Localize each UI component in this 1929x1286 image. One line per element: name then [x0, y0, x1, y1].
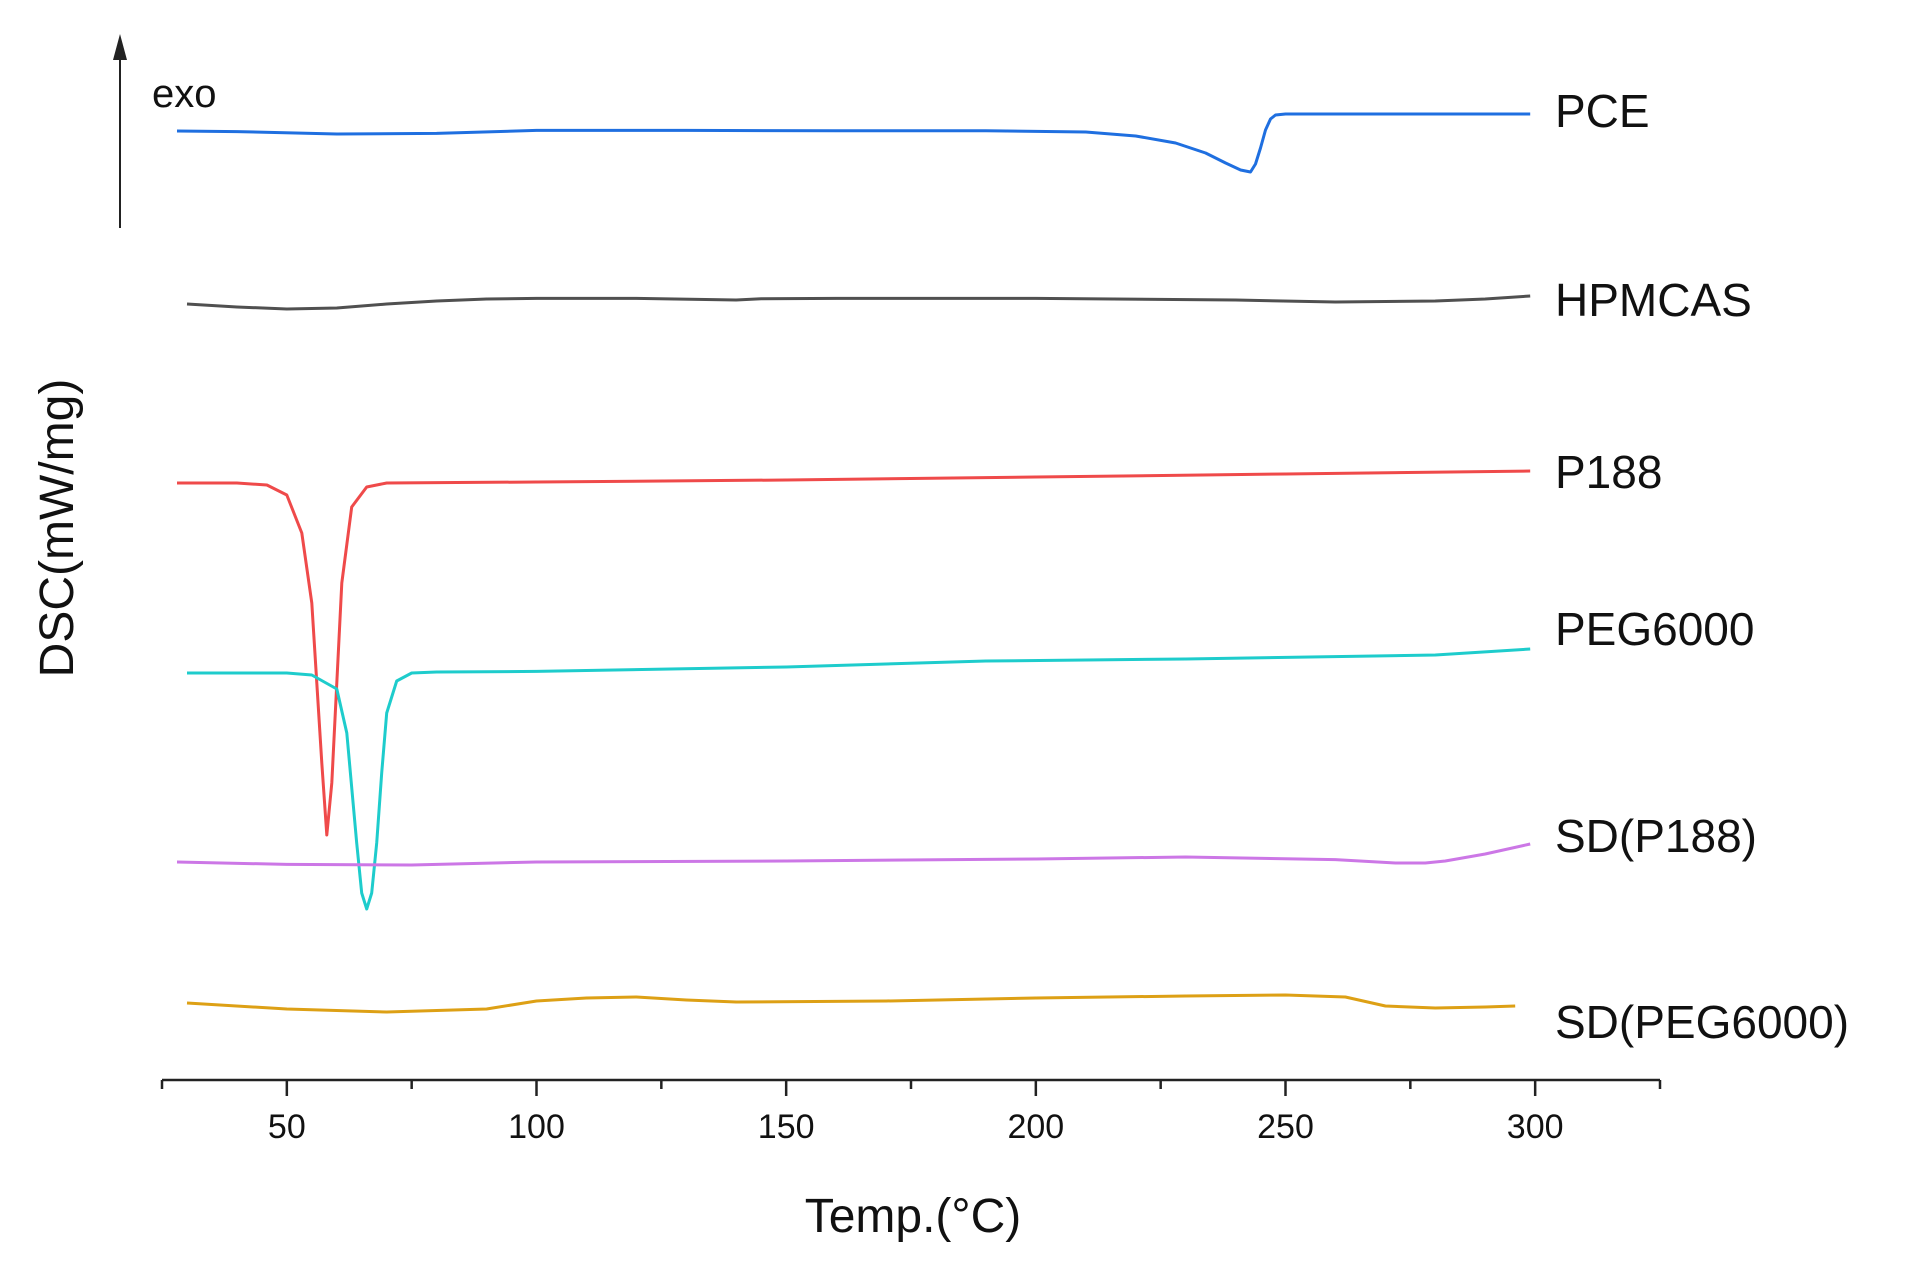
x-tick-label: 100 — [508, 1108, 565, 1146]
series-line-sd-p188 — [176, 842, 1531, 867]
series-line-sd-peg6000 — [186, 993, 1516, 1014]
series-label-sd-p188: SD(P188) — [1555, 810, 1757, 862]
series-line-hpmcas — [186, 294, 1531, 311]
series-label-p188: P188 — [1555, 446, 1662, 498]
x-tick-label: 250 — [1257, 1108, 1314, 1146]
series-line-pce — [176, 112, 1531, 174]
x-tick-label: 300 — [1507, 1108, 1564, 1146]
exo-label: exo — [152, 72, 217, 116]
series-label-peg6000: PEG6000 — [1555, 603, 1754, 655]
x-tick-label: 200 — [1007, 1108, 1064, 1146]
series-label-sd-peg6000: SD(PEG6000) — [1555, 996, 1849, 1048]
series-line-p188 — [177, 469, 1531, 837]
series-label-pce: PCE — [1555, 85, 1650, 137]
y-axis-title: DSC(mW/mg) — [31, 379, 84, 678]
x-tick-label: 50 — [268, 1108, 306, 1146]
x-axis-ticks: 50 100 150 200 250 300 — [160, 1080, 1662, 1146]
series-line-peg6000 — [187, 647, 1531, 911]
x-axis-title: Temp.(°C) — [805, 1190, 1022, 1243]
series-label-hpmcas: HPMCAS — [1555, 274, 1752, 326]
x-tick-label: 150 — [758, 1108, 815, 1146]
exo-arrow-head — [113, 34, 127, 60]
series-lines — [176, 112, 1531, 1014]
series-labels: PCE HPMCAS P188 PEG6000 SD(P188) SD(PEG6000) — [1555, 85, 1849, 1048]
